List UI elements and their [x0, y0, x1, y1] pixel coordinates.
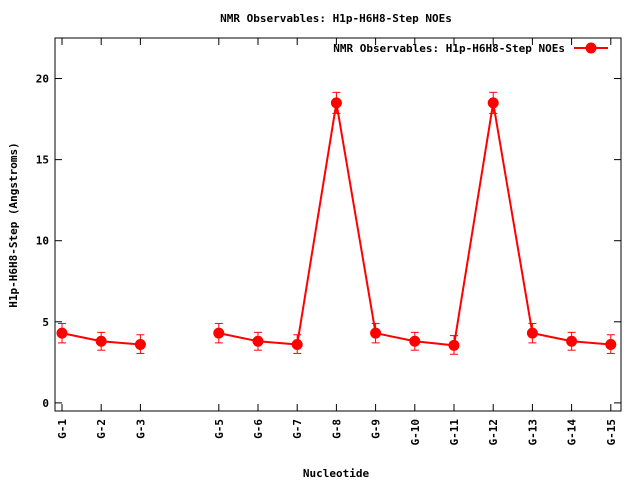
series-line-segment [375, 332, 416, 343]
x-tick-label: G-11 [448, 419, 461, 446]
series-line-segment [61, 332, 102, 343]
series-line-segment [532, 332, 572, 343]
data-point [605, 339, 617, 351]
plot-area-frame [54, 37, 622, 412]
data-point [448, 339, 460, 351]
data-point [134, 339, 146, 351]
data-point [487, 97, 499, 109]
y-tick-label: 20 [36, 73, 49, 86]
y-axis: 0 5 10 15 20 [36, 73, 621, 410]
x-tick-label: G-13 [526, 419, 539, 446]
y-tick-label: 0 [42, 397, 49, 410]
x-axis-label: Nucleotide [303, 467, 370, 480]
x-tick-label: G-5 [213, 419, 226, 439]
x-tick-label: G-8 [330, 419, 343, 439]
data-point [409, 335, 421, 347]
data-point [526, 327, 538, 339]
series-line-segment [571, 340, 611, 346]
x-tick-label: G-14 [566, 419, 579, 446]
series-line-segment [101, 340, 141, 346]
series-layer [56, 91, 617, 355]
x-tick-label: G-6 [252, 419, 265, 439]
series-line-segment [218, 332, 259, 343]
data-point [566, 335, 578, 347]
legend-label: NMR Observables: H1p-H6H8-Step NOEs [333, 42, 565, 55]
series-line-segment [453, 102, 495, 346]
y-tick-label: 10 [36, 235, 49, 248]
y-tick-label: 5 [42, 316, 49, 329]
data-point [370, 327, 382, 339]
x-tick-label: G-15 [605, 419, 618, 446]
data-point [95, 335, 107, 347]
data-point [291, 339, 303, 351]
data-point [252, 335, 264, 347]
y-axis-label: H1p-H6H8-Step (Angstroms) [7, 142, 20, 308]
x-tick-label: G-10 [409, 419, 422, 446]
data-point [213, 327, 225, 339]
x-tick-label: G-3 [134, 419, 147, 439]
series-line-segment [492, 102, 534, 334]
series-line-segment [296, 102, 338, 345]
x-axis: G-1 G-2 G-3 G-5 G-6 G-7 G-8 G-9 G-10 G-11 G-12 G-13… [56, 38, 618, 446]
legend-marker-swatch [585, 42, 597, 54]
x-tick-label: G-2 [95, 419, 108, 439]
series-line-segment [335, 102, 377, 334]
x-tick-label: G-12 [487, 419, 500, 446]
data-point [330, 97, 342, 109]
x-tick-label: G-9 [370, 419, 383, 439]
x-tick-label: G-1 [56, 419, 69, 439]
series-line-segment [414, 340, 455, 347]
y-tick-label: 15 [36, 154, 49, 167]
data-point [56, 327, 68, 339]
series-line-segment [257, 340, 298, 346]
x-tick-label: G-7 [291, 419, 304, 439]
legend: NMR Observables: H1p-H6H8-Step NOEs [333, 42, 608, 55]
chart-title: NMR Observables: H1p-H6H8-Step NOEs [220, 12, 452, 25]
